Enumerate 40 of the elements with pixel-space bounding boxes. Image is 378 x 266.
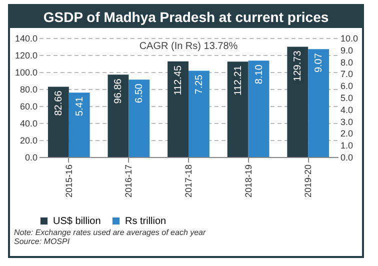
y2-tick-label: 1.0 xyxy=(340,140,354,151)
y-tick-label: 60.0 xyxy=(20,102,38,112)
x-tick-label: 2017-18 xyxy=(184,164,194,198)
y2-tick-label: 5.0 xyxy=(340,93,354,103)
x-tick-label: 2018-19 xyxy=(243,164,254,198)
x-tick-label: 2016-17 xyxy=(124,164,134,198)
data-label: 7.25 xyxy=(194,74,205,94)
y-tick-label: 80.0 xyxy=(20,84,38,94)
data-label: 6.50 xyxy=(134,83,146,104)
x-tick-label: 2015-16 xyxy=(64,164,74,198)
y2-tick-label: 2.0 xyxy=(340,128,354,139)
y2-tick-label: 8.0 xyxy=(340,57,354,68)
legend-label: US$ billion xyxy=(53,216,101,227)
y-tick-label: 100.0 xyxy=(14,68,38,78)
legend-label: Rs trillion xyxy=(125,216,166,227)
chart-title: GSDP of Madhya Pradesh at current prices xyxy=(10,6,362,28)
y2-tick-label: 4.0 xyxy=(340,104,354,115)
data-label: 9.07 xyxy=(314,52,325,73)
y-tick-label: 40.0 xyxy=(20,118,38,128)
y2-tick-label: 6.0 xyxy=(340,81,354,92)
annotation: CAGR (In Rs) 13.78% xyxy=(139,41,238,52)
y-tick-label: 0.0 xyxy=(24,152,38,162)
y-tick-label: 140.0 xyxy=(14,34,38,44)
data-label: 5.41 xyxy=(74,96,86,116)
y-tick-label: 120.0 xyxy=(14,50,38,60)
data-label: 112.45 xyxy=(173,64,184,96)
y2-tick-label: 7.0 xyxy=(340,69,354,80)
data-label: 96.86 xyxy=(113,78,124,104)
y2-tick-label: 10.0 xyxy=(340,34,358,44)
data-label: 8.10 xyxy=(254,64,265,84)
text: Note: Exchange rates used are averages of each year xyxy=(14,228,207,237)
data-label: 82.66 xyxy=(53,90,64,116)
source-note: Source: MOSPI xyxy=(14,237,71,246)
data-label: 129.73 xyxy=(292,50,304,82)
y2-tick-label: 9.0 xyxy=(340,45,354,56)
y-tick-label: 20.0 xyxy=(20,136,38,146)
x-tick-label: 2019-20 xyxy=(303,164,314,198)
data-label: 112.21 xyxy=(232,65,244,96)
y2-tick-label: 3.0 xyxy=(340,116,354,127)
y2-tick-label: 0.0 xyxy=(340,152,354,162)
